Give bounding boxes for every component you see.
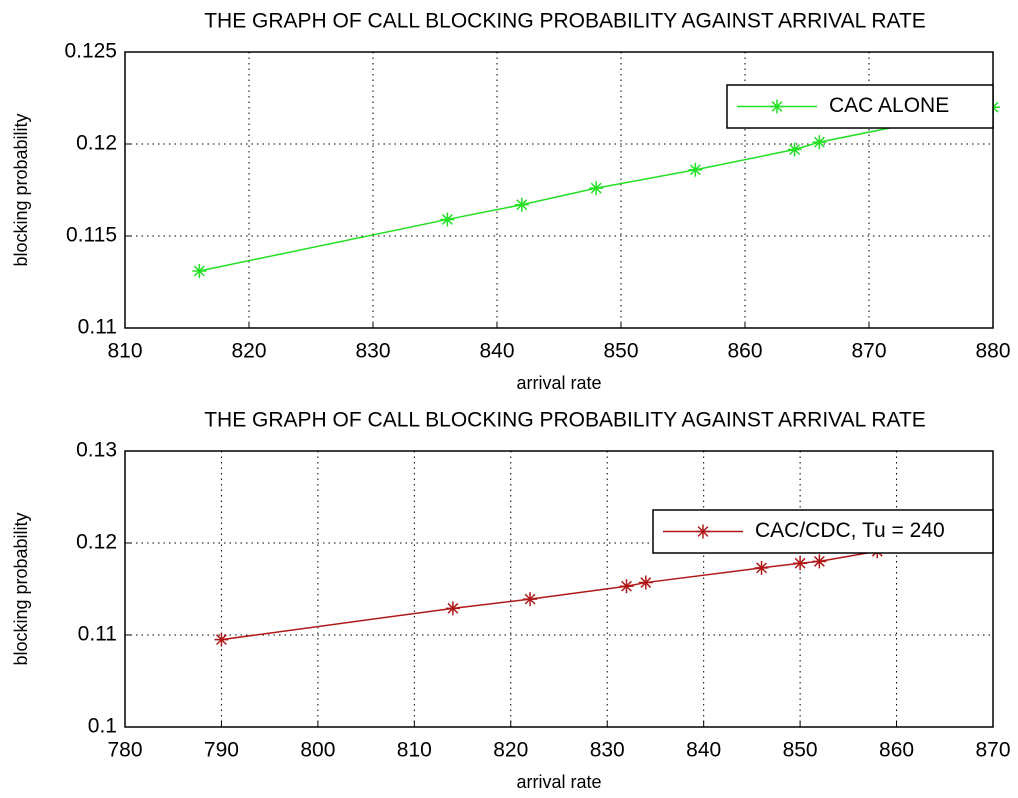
- data-marker: [214, 632, 229, 647]
- legend-label: CAC/CDC, Tu = 240: [755, 519, 945, 542]
- x-tick-label: 840: [686, 739, 721, 762]
- y-tick-label: 0.11: [78, 316, 117, 339]
- x-tick-label: 830: [590, 739, 625, 762]
- data-marker: [514, 197, 529, 212]
- x-axis-label: arrival rate: [516, 772, 601, 792]
- data-marker: [688, 162, 703, 177]
- x-tick-label: 810: [107, 340, 142, 363]
- y-tick-label: 0.1: [88, 715, 117, 738]
- x-tick-label: 840: [479, 340, 514, 363]
- x-tick-label: 870: [975, 739, 1010, 762]
- data-marker: [638, 575, 653, 590]
- data-marker: [812, 135, 827, 150]
- legend: CAC ALONE: [726, 84, 994, 129]
- x-tick-label: 820: [231, 340, 266, 363]
- x-tick-label: 860: [879, 739, 914, 762]
- plot-area: [125, 451, 993, 727]
- data-marker: [192, 263, 207, 278]
- y-axis-label: blocking probability: [11, 113, 31, 266]
- legend-marker: [770, 99, 784, 114]
- data-marker: [619, 579, 634, 594]
- axes-box: [124, 450, 994, 728]
- data-marker: [523, 592, 538, 607]
- x-tick-label: 850: [783, 739, 818, 762]
- x-tick-label: 810: [397, 739, 432, 762]
- data-marker: [812, 554, 827, 569]
- x-tick-label: 820: [493, 739, 528, 762]
- y-tick-label: 0.11: [78, 623, 117, 646]
- x-tick-label: 790: [204, 739, 239, 762]
- x-tick-label: 870: [851, 340, 886, 363]
- y-tick-label: 0.125: [64, 40, 117, 63]
- legend-label: CAC ALONE: [829, 94, 949, 117]
- data-line: [199, 106, 994, 272]
- legend-marker: [696, 524, 710, 539]
- y-axis-label: blocking probability: [11, 512, 31, 665]
- chart-title: THE GRAPH OF CALL BLOCKING PROBABILITY A…: [204, 409, 926, 432]
- x-tick-label: 780: [107, 739, 142, 762]
- data-marker: [440, 212, 455, 227]
- data-marker: [787, 142, 802, 157]
- y-tick-label: 0.12: [76, 531, 117, 554]
- legend: CAC/CDC, Tu = 240: [652, 509, 994, 554]
- data-marker: [445, 601, 460, 616]
- x-tick-label: 850: [603, 340, 638, 363]
- data-marker: [754, 560, 769, 575]
- y-tick-label: 0.12: [76, 132, 117, 155]
- y-tick-label: 0.115: [66, 224, 117, 247]
- x-tick-label: 800: [300, 739, 335, 762]
- y-tick-label: 0.13: [76, 439, 117, 462]
- x-axis-label: arrival rate: [516, 373, 601, 393]
- data-marker: [589, 181, 604, 196]
- axes-box: [124, 51, 994, 329]
- data-marker: [793, 556, 808, 571]
- x-tick-label: 830: [355, 340, 390, 363]
- x-tick-label: 880: [975, 340, 1010, 363]
- x-tick-label: 860: [727, 340, 762, 363]
- chart-title: THE GRAPH OF CALL BLOCKING PROBABILITY A…: [204, 10, 926, 33]
